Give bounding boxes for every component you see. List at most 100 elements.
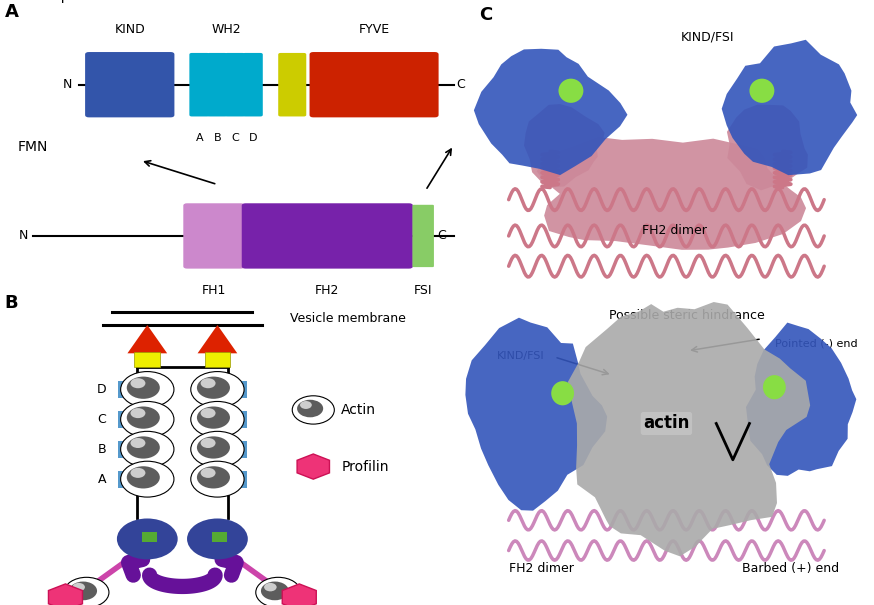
FancyBboxPatch shape [225, 53, 245, 116]
Circle shape [201, 378, 216, 388]
FancyBboxPatch shape [413, 204, 434, 267]
FancyBboxPatch shape [309, 52, 439, 117]
Text: WH2: WH2 [212, 24, 241, 36]
Circle shape [191, 431, 244, 467]
Circle shape [127, 376, 160, 399]
Text: Spir: Spir [52, 0, 79, 3]
FancyBboxPatch shape [205, 352, 230, 367]
FancyBboxPatch shape [118, 440, 136, 458]
Circle shape [201, 468, 216, 478]
Text: KIND: KIND [114, 24, 145, 36]
Circle shape [121, 371, 174, 407]
Polygon shape [474, 49, 628, 175]
FancyBboxPatch shape [278, 53, 306, 116]
Text: FH2 dimer: FH2 dimer [510, 562, 574, 575]
Text: A: A [196, 133, 204, 143]
Text: D: D [97, 383, 107, 396]
Text: Actin: Actin [342, 403, 377, 417]
Text: N: N [63, 78, 73, 91]
Circle shape [121, 461, 174, 497]
Text: N: N [18, 229, 28, 243]
Circle shape [191, 461, 244, 497]
Circle shape [292, 396, 335, 424]
Circle shape [264, 583, 277, 591]
Polygon shape [727, 105, 808, 191]
Text: B: B [98, 443, 107, 456]
Circle shape [197, 466, 230, 488]
Text: Pointed (-) end: Pointed (-) end [774, 339, 857, 349]
FancyBboxPatch shape [228, 411, 246, 428]
Circle shape [201, 438, 216, 448]
FancyBboxPatch shape [228, 471, 246, 488]
Text: Profilin: Profilin [342, 460, 389, 474]
Ellipse shape [763, 375, 786, 399]
Circle shape [69, 581, 97, 600]
FancyBboxPatch shape [207, 53, 227, 116]
Circle shape [130, 438, 145, 448]
Text: A: A [4, 3, 18, 21]
FancyBboxPatch shape [212, 532, 227, 543]
Circle shape [117, 518, 177, 560]
FancyBboxPatch shape [85, 52, 175, 117]
Text: FH1: FH1 [202, 284, 226, 297]
Circle shape [187, 518, 248, 560]
Text: C: C [480, 6, 493, 24]
Circle shape [197, 407, 230, 429]
Circle shape [261, 581, 288, 600]
Text: FH2 dimer: FH2 dimer [642, 224, 707, 237]
Ellipse shape [558, 79, 584, 103]
Circle shape [256, 577, 301, 605]
Circle shape [130, 378, 145, 388]
FancyBboxPatch shape [184, 203, 245, 269]
Text: Possible steric hindrance: Possible steric hindrance [609, 309, 765, 321]
Polygon shape [746, 322, 857, 476]
Circle shape [127, 407, 160, 429]
Circle shape [191, 402, 244, 437]
FancyBboxPatch shape [243, 53, 263, 116]
Circle shape [197, 436, 230, 459]
Circle shape [121, 402, 174, 437]
Text: B: B [213, 133, 221, 143]
Circle shape [127, 436, 160, 459]
Polygon shape [537, 137, 806, 250]
Text: FMN: FMN [17, 140, 48, 154]
Polygon shape [568, 302, 810, 557]
FancyBboxPatch shape [228, 440, 246, 458]
FancyBboxPatch shape [190, 53, 210, 116]
Text: KIND/FSI: KIND/FSI [497, 351, 545, 361]
Polygon shape [198, 325, 238, 353]
Text: KIND/FSI: KIND/FSI [681, 30, 735, 43]
Text: C: C [456, 78, 465, 91]
Circle shape [300, 401, 312, 409]
Text: FH2: FH2 [316, 284, 339, 297]
Ellipse shape [551, 381, 574, 405]
Polygon shape [722, 40, 857, 175]
Text: A: A [98, 473, 107, 486]
FancyBboxPatch shape [142, 532, 157, 543]
Text: C: C [98, 413, 107, 426]
Circle shape [130, 408, 145, 418]
Text: Vesicle membrane: Vesicle membrane [290, 312, 406, 325]
Circle shape [201, 408, 216, 418]
Text: D: D [248, 133, 257, 143]
Circle shape [197, 376, 230, 399]
Text: C: C [231, 133, 239, 143]
FancyBboxPatch shape [242, 203, 413, 269]
Polygon shape [465, 318, 607, 511]
FancyBboxPatch shape [118, 471, 136, 488]
FancyBboxPatch shape [118, 411, 136, 428]
Polygon shape [524, 104, 605, 188]
Circle shape [297, 400, 323, 417]
Text: FYVE: FYVE [358, 24, 390, 36]
Circle shape [191, 371, 244, 407]
FancyBboxPatch shape [118, 381, 136, 398]
FancyBboxPatch shape [135, 352, 160, 367]
Polygon shape [128, 325, 167, 353]
Circle shape [64, 577, 109, 605]
Circle shape [127, 466, 160, 488]
Text: C: C [437, 229, 446, 243]
Circle shape [130, 468, 145, 478]
Text: B: B [4, 293, 18, 312]
FancyBboxPatch shape [228, 381, 246, 398]
Text: actin: actin [643, 414, 690, 433]
